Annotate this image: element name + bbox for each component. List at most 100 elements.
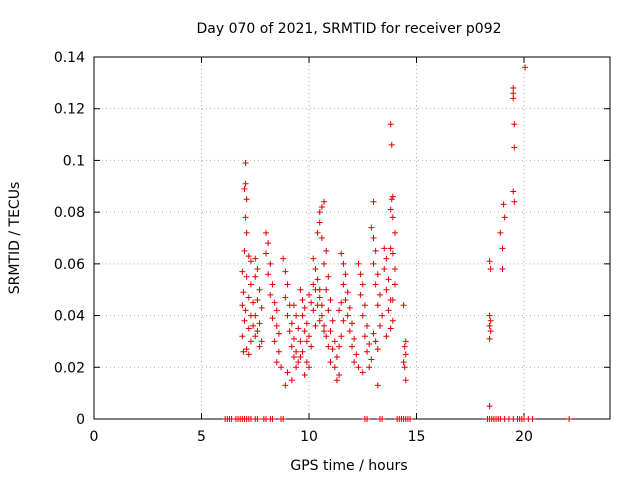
data-point bbox=[327, 359, 334, 366]
data-point bbox=[402, 338, 409, 345]
data-point bbox=[242, 214, 249, 221]
data-point bbox=[374, 302, 381, 309]
data-point bbox=[364, 348, 371, 355]
data-point bbox=[376, 322, 383, 329]
data-point bbox=[370, 330, 377, 337]
data-point bbox=[239, 268, 246, 275]
data-point bbox=[321, 322, 328, 329]
data-point bbox=[247, 281, 254, 288]
data-point bbox=[338, 333, 345, 340]
data-point bbox=[271, 338, 278, 345]
data-point bbox=[529, 416, 536, 422]
data-point bbox=[323, 286, 330, 293]
data-point bbox=[290, 335, 297, 342]
data-point bbox=[271, 299, 278, 306]
data-point bbox=[331, 364, 338, 371]
data-point bbox=[316, 209, 323, 216]
data-point bbox=[273, 307, 280, 314]
x-axis-label: GPS time / hours bbox=[290, 458, 407, 474]
data-point bbox=[299, 312, 306, 319]
data-point bbox=[316, 286, 323, 293]
data-point bbox=[344, 312, 351, 319]
data-point bbox=[242, 180, 249, 187]
data-point bbox=[240, 348, 247, 355]
data-point bbox=[288, 377, 295, 384]
data-point bbox=[280, 255, 287, 262]
data-point bbox=[486, 335, 493, 342]
data-point bbox=[280, 416, 287, 422]
data-point bbox=[295, 359, 302, 366]
data-point bbox=[318, 203, 325, 210]
data-point bbox=[314, 229, 321, 236]
data-point bbox=[252, 312, 259, 319]
data-point bbox=[256, 320, 263, 327]
data-point bbox=[486, 403, 493, 410]
data-point bbox=[383, 255, 390, 262]
data-point bbox=[293, 312, 300, 319]
data-point bbox=[510, 90, 517, 97]
data-point bbox=[243, 273, 250, 280]
data-point bbox=[487, 317, 494, 324]
data-point bbox=[351, 359, 358, 366]
data-point bbox=[336, 343, 343, 350]
data-point bbox=[340, 260, 347, 267]
data-point bbox=[247, 258, 254, 265]
data-point bbox=[267, 291, 274, 298]
data-point bbox=[355, 364, 362, 371]
data-point bbox=[511, 198, 518, 205]
data-point bbox=[401, 364, 408, 371]
data-point bbox=[254, 266, 261, 273]
data-point bbox=[241, 247, 248, 254]
data-point bbox=[286, 328, 293, 335]
data-point bbox=[323, 247, 330, 254]
data-point bbox=[344, 289, 351, 296]
data-point bbox=[388, 196, 395, 203]
data-point bbox=[372, 338, 379, 345]
data-point bbox=[346, 304, 353, 311]
data-point bbox=[389, 214, 396, 221]
data-point bbox=[284, 312, 291, 319]
data-point bbox=[522, 64, 529, 71]
y-tick-label: 0.1 bbox=[63, 153, 85, 169]
data-point bbox=[392, 281, 398, 288]
x-tick-label: 10 bbox=[300, 429, 318, 445]
data-point bbox=[312, 322, 319, 329]
data-point bbox=[306, 364, 312, 371]
data-point bbox=[387, 121, 394, 128]
data-point bbox=[303, 320, 310, 327]
data-point bbox=[385, 276, 392, 283]
y-axis-label: SRMTID / TECUs bbox=[7, 182, 23, 295]
data-point bbox=[381, 266, 388, 273]
data-point bbox=[510, 188, 517, 195]
data-point bbox=[321, 198, 328, 205]
data-point bbox=[366, 341, 373, 348]
data-point bbox=[389, 250, 396, 257]
data-point bbox=[256, 286, 263, 293]
data-point bbox=[510, 85, 517, 92]
data-point bbox=[258, 304, 265, 311]
data-point bbox=[342, 297, 349, 304]
data-point bbox=[269, 315, 276, 322]
data-point bbox=[288, 343, 295, 350]
data-point bbox=[374, 382, 381, 389]
data-point bbox=[263, 229, 269, 236]
data-point bbox=[338, 250, 345, 257]
data-point bbox=[329, 346, 336, 353]
data-point bbox=[329, 317, 336, 324]
data-point bbox=[499, 245, 506, 252]
data-point bbox=[357, 291, 364, 298]
data-point bbox=[357, 271, 364, 278]
x-tick-label: 0 bbox=[90, 429, 99, 445]
data-point bbox=[265, 271, 272, 278]
data-point bbox=[312, 266, 319, 273]
data-point bbox=[241, 317, 248, 324]
data-point bbox=[374, 271, 381, 278]
data-point bbox=[258, 338, 265, 345]
data-point bbox=[321, 328, 328, 335]
data-point bbox=[368, 224, 375, 231]
data-point bbox=[355, 260, 362, 267]
data-point bbox=[353, 351, 360, 358]
data-point bbox=[327, 328, 334, 335]
data-point bbox=[239, 302, 246, 309]
data-point bbox=[392, 266, 398, 273]
